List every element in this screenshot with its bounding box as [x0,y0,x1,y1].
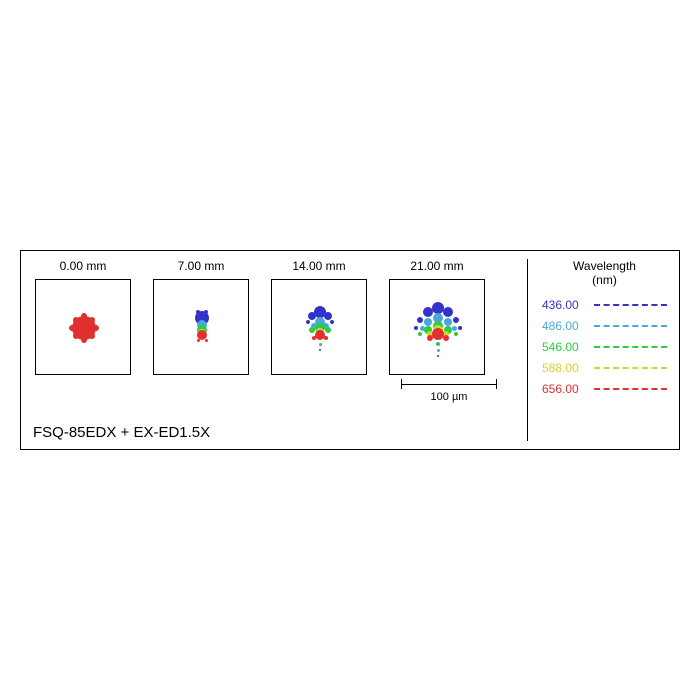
spot-dot [417,317,423,323]
spot-box [389,279,485,375]
spots-region: 0.00 mm 7.00 mm 14.00 mm 21.00 mm 100 µm FS… [33,259,527,441]
legend-item: 656.00 [542,382,667,396]
spot-dot [437,355,439,357]
spot-dot [73,317,79,323]
scale-row: 100 µm [33,379,527,403]
spot-dot [414,326,418,330]
spot-dot [319,343,322,346]
spot-dot [324,312,332,320]
spot-dot [306,320,310,324]
spot-field-label: 7.00 mm [178,259,225,273]
legend-title: Wavelength(nm) [542,259,667,288]
spot-dot [73,333,79,339]
spot-dot [69,325,75,331]
spot-dot [205,339,208,342]
spot-dot [458,326,462,330]
spot-dot [309,327,315,333]
spot-column: 7.00 mm [151,259,251,375]
diagram-caption: FSQ-85EDX + EX-ED1.5X [33,418,527,441]
spot-dot [81,337,87,343]
scale-bar: 100 µm [401,379,497,403]
scale-bar-label: 100 µm [431,391,468,403]
legend-dash [594,325,667,327]
legend-value: 656.00 [542,382,594,396]
spot-field-label: 21.00 mm [410,259,463,273]
spot-dot [453,317,459,323]
legend-item: 436.00 [542,298,667,312]
spots-row: 0.00 mm 7.00 mm 14.00 mm 21.00 mm [33,259,527,375]
spot-diagram-panel: 0.00 mm 7.00 mm 14.00 mm 21.00 mm 100 µm FS… [20,250,680,450]
legend-item: 588.00 [542,361,667,375]
legend-item: 546.00 [542,340,667,354]
spot-dot [437,349,440,352]
spot-dot [443,307,453,317]
spot-dot [325,327,331,333]
legend-value: 546.00 [542,340,594,354]
spot-dot [197,339,200,342]
spot-dot [81,313,87,319]
spot-field-label: 14.00 mm [292,259,345,273]
spot-dot [89,317,95,323]
legend-value: 588.00 [542,361,594,375]
legend-dash [594,346,667,348]
spot-column: 21.00 mm [387,259,487,375]
spot-dot [312,336,316,340]
spot-dot [444,318,452,326]
spot-dot [427,335,433,341]
wavelength-legend: Wavelength(nm) 436.00 486.00 546.00 588.00 6… [527,259,667,441]
spot-dot [93,325,99,331]
spot-box [35,279,131,375]
spot-dot [204,310,208,314]
spot-dot [196,310,200,314]
spot-column: 14.00 mm [269,259,369,375]
legend-item: 486.00 [542,319,667,333]
spot-dot [452,326,457,331]
spot-box [153,279,249,375]
legend-value: 436.00 [542,298,594,312]
spot-dot [424,318,432,326]
spot-dot [436,342,440,346]
spot-column: 0.00 mm [33,259,133,375]
spot-dot [454,332,458,336]
spot-field-label: 0.00 mm [60,259,107,273]
spot-dot [418,332,422,336]
spot-box [271,279,367,375]
spot-dot [324,336,328,340]
legend-value: 486.00 [542,319,594,333]
legend-dash [594,304,667,306]
spot-dot [319,349,321,351]
spot-dot [443,335,449,341]
spot-dot [423,307,433,317]
legend-dash [594,388,667,390]
spot-dot [330,320,334,324]
legend-dash [594,367,667,369]
scale-bar-line [401,379,497,389]
spot-dot [89,333,95,339]
